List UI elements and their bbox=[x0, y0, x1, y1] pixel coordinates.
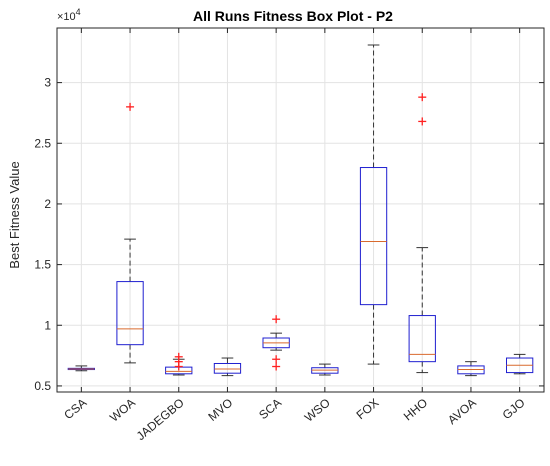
x-tick-label: CSA bbox=[61, 396, 89, 423]
x-tick-label: WOA bbox=[107, 396, 138, 425]
axes-frame bbox=[56, 27, 545, 393]
box-group-wso bbox=[311, 363, 339, 376]
x-tick-label: GJO bbox=[500, 396, 528, 423]
box-group-jadegbo bbox=[165, 352, 193, 376]
y-tick-label: 3 bbox=[44, 76, 51, 90]
x-tick-label: FOX bbox=[354, 396, 382, 423]
box-group-csa bbox=[67, 365, 95, 372]
grid-layer bbox=[57, 28, 544, 392]
outlier-marker bbox=[272, 362, 281, 371]
y-axis-label: Best Fitness Value bbox=[7, 161, 22, 268]
y-tick-label: 2 bbox=[44, 197, 51, 211]
box-group-gjo bbox=[506, 353, 534, 375]
outlier-marker bbox=[126, 102, 135, 111]
iqr-box bbox=[359, 167, 388, 306]
box-group-woa bbox=[116, 102, 144, 364]
x-tick-label: AVOA bbox=[445, 396, 479, 428]
iqr-box bbox=[213, 362, 242, 374]
outlier-marker bbox=[418, 93, 427, 102]
iqr-box bbox=[408, 315, 436, 363]
iqr-box bbox=[116, 281, 144, 346]
x-tick-label: WSO bbox=[302, 396, 333, 425]
x-tick-label: SCA bbox=[256, 396, 284, 423]
outlier-marker bbox=[272, 355, 281, 364]
box-group-fox bbox=[359, 44, 388, 365]
x-tick-label: MVO bbox=[205, 396, 235, 424]
y-exponent-label: ×104 bbox=[57, 7, 81, 23]
box-group-avoa bbox=[457, 361, 485, 377]
outlier-marker bbox=[174, 362, 183, 371]
outlier-marker bbox=[418, 117, 427, 126]
y-tick-label: 1.5 bbox=[34, 258, 51, 272]
outlier-marker bbox=[272, 315, 281, 324]
y-tick-label: 0.5 bbox=[34, 379, 51, 393]
y-tick-label: 1 bbox=[44, 318, 51, 332]
box-group-sca bbox=[262, 315, 290, 371]
chart-title: All Runs Fitness Box Plot - P2 bbox=[193, 8, 393, 24]
box-group-mvo bbox=[213, 357, 242, 377]
box-group-hho bbox=[408, 93, 436, 374]
y-tick-label: 2.5 bbox=[34, 136, 51, 150]
boxes-layer bbox=[67, 44, 534, 377]
x-tick-label: HHO bbox=[401, 396, 430, 424]
x-tick-label: JADEGBO bbox=[134, 396, 187, 444]
